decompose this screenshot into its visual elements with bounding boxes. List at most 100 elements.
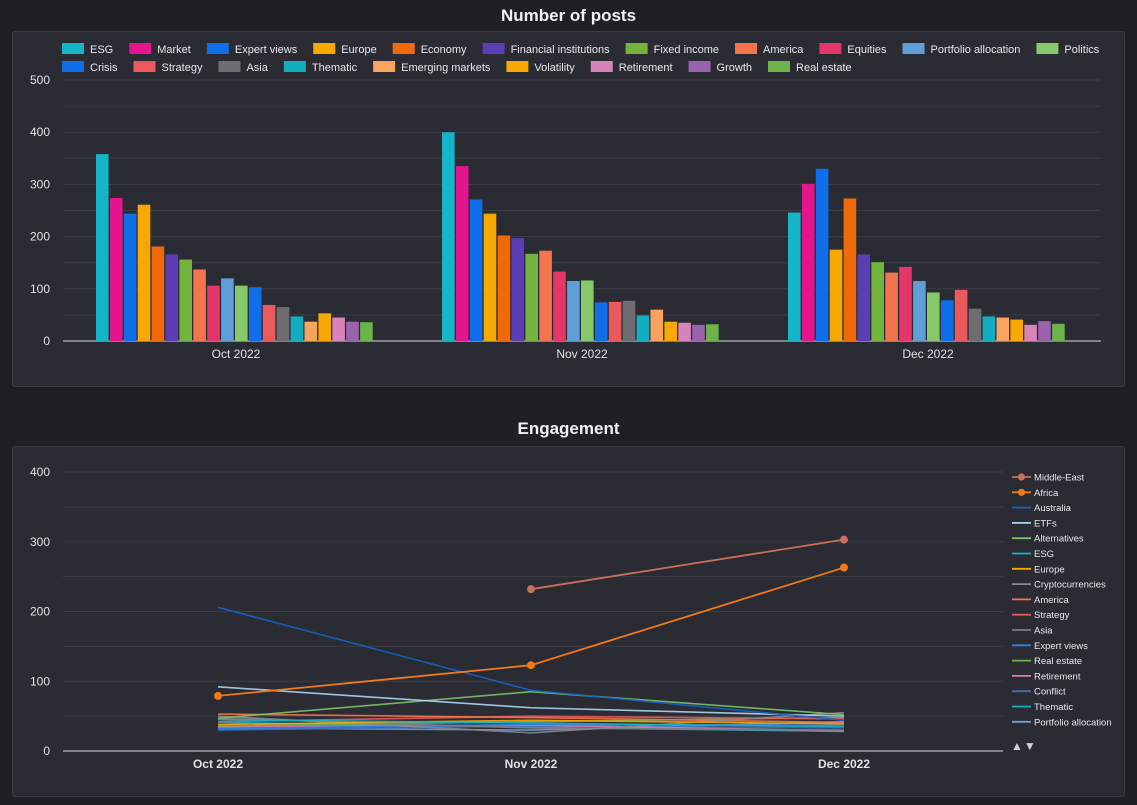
x-tick-label: Nov 2022 bbox=[505, 757, 558, 771]
legend-label-economy: Economy bbox=[421, 44, 467, 56]
legend-label-fixed-income: Fixed income bbox=[654, 44, 719, 56]
legend-label-alternatives: Alternatives bbox=[1034, 534, 1084, 545]
bar-expert-views-oct-2022 bbox=[123, 213, 137, 341]
bar-crisis-nov-2022 bbox=[594, 302, 608, 341]
bar-portfolio-allocation-dec-2022 bbox=[913, 280, 926, 341]
line-alternatives bbox=[217, 690, 845, 720]
bar-europe-oct-2022 bbox=[137, 204, 151, 341]
legend-label-middle-east: Middle-East bbox=[1034, 473, 1085, 484]
line-america bbox=[217, 713, 845, 724]
bar-asia-dec-2022 bbox=[968, 308, 982, 341]
legend-swatch-esg bbox=[62, 43, 84, 54]
legend-label-america: America bbox=[1034, 595, 1070, 606]
line-australia bbox=[217, 606, 845, 722]
bar-real-estate-dec-2022 bbox=[1052, 323, 1065, 341]
legend-marker-middle-east bbox=[1017, 473, 1026, 481]
legend-label-asia: Asia bbox=[246, 62, 268, 74]
point-africa bbox=[840, 563, 848, 572]
bar-europe-nov-2022 bbox=[483, 213, 497, 341]
legend-marker-africa bbox=[1017, 488, 1026, 496]
y-tick-label: 200 bbox=[30, 605, 50, 619]
point-middle-east bbox=[840, 535, 848, 544]
bar-growth-dec-2022 bbox=[1038, 321, 1051, 341]
bar-financial-institutions-dec-2022 bbox=[857, 254, 871, 341]
point-africa bbox=[527, 661, 535, 670]
legend-swatch-europe bbox=[313, 43, 336, 54]
legend-label-esg: ESG bbox=[90, 44, 113, 56]
bar-economy-nov-2022 bbox=[497, 235, 511, 341]
legend-label-thematic: Thematic bbox=[312, 62, 358, 74]
y-tick-label: 400 bbox=[30, 465, 50, 479]
bar-portfolio-allocation-oct-2022 bbox=[221, 278, 234, 341]
point-middle-east bbox=[527, 585, 535, 594]
legend-swatch-growth bbox=[688, 61, 711, 72]
bar-thematic-nov-2022 bbox=[636, 315, 650, 341]
posts-bar-chart: 0 100 200 300 400 500 Oct 2022 Nov 2022 Dec 2022… bbox=[30, 43, 1101, 361]
bar-expert-views-dec-2022 bbox=[815, 168, 829, 341]
bar-emerging-markets-oct-2022 bbox=[304, 321, 318, 341]
bar-strategy-oct-2022 bbox=[262, 304, 276, 341]
bar-emerging-markets-nov-2022 bbox=[650, 309, 664, 341]
legend-swatch-volatility bbox=[506, 61, 529, 72]
bar-growth-oct-2022 bbox=[346, 321, 359, 341]
legend-label-volatility: Volatility bbox=[534, 62, 575, 74]
legend-scroll-down-icon[interactable]: ▼ bbox=[1023, 739, 1037, 753]
engagement-chart-title: Engagement bbox=[517, 419, 620, 438]
bar-real-estate-oct-2022 bbox=[360, 322, 373, 341]
bar-fixed-income-oct-2022 bbox=[179, 259, 192, 341]
bar-financial-institutions-nov-2022 bbox=[511, 238, 525, 341]
legend-label-conflict: Conflict bbox=[1034, 687, 1066, 698]
legend-label-strategy: Strategy bbox=[162, 62, 203, 74]
bar-america-dec-2022 bbox=[885, 272, 898, 341]
legend-scroll-up-icon[interactable]: ▲ bbox=[1011, 739, 1024, 753]
legend-label-equities: Equities bbox=[847, 44, 887, 56]
legend-swatch-real-estate bbox=[768, 61, 791, 72]
bar-market-nov-2022 bbox=[455, 166, 469, 341]
legend-label-europe: Europe bbox=[1034, 564, 1065, 575]
legend-swatch-emerging-markets bbox=[373, 61, 396, 72]
bar-america-nov-2022 bbox=[539, 250, 552, 341]
legend-swatch-economy bbox=[392, 43, 415, 54]
bar-portfolio-allocation-nov-2022 bbox=[567, 280, 580, 341]
legend-swatch-fixed-income bbox=[625, 43, 648, 54]
legend-swatch-strategy bbox=[133, 61, 156, 72]
y-tick-label: 500 bbox=[30, 73, 50, 87]
legend-label-europe: Europe bbox=[341, 44, 376, 56]
bar-esg-dec-2022 bbox=[788, 212, 801, 341]
legend-label-strategy: Strategy bbox=[1034, 610, 1070, 621]
legend-label-esg: ESG bbox=[1034, 549, 1054, 560]
x-tick-label: Dec 2022 bbox=[902, 347, 954, 361]
y-tick-label: 100 bbox=[30, 674, 50, 688]
legend-swatch-crisis bbox=[62, 61, 84, 72]
line-strategy bbox=[217, 715, 845, 723]
line-europe bbox=[217, 719, 845, 726]
bar-america-oct-2022 bbox=[193, 269, 206, 341]
y-tick-label: 0 bbox=[43, 744, 50, 758]
bar-volatility-nov-2022 bbox=[664, 321, 677, 341]
bar-volatility-dec-2022 bbox=[1010, 319, 1023, 341]
bar-expert-views-nov-2022 bbox=[469, 199, 483, 341]
bar-thematic-dec-2022 bbox=[982, 316, 996, 341]
legend-label-expert-views: Expert views bbox=[235, 44, 298, 56]
legend-label-retirement: Retirement bbox=[619, 62, 673, 74]
legend-swatch-retirement bbox=[590, 61, 613, 72]
legend-label-america: America bbox=[763, 44, 804, 56]
legend-label-real-estate: Real estate bbox=[1034, 656, 1082, 667]
line-etfs bbox=[217, 686, 845, 717]
legend-label-retirement: Retirement bbox=[1034, 671, 1081, 682]
legend-label-growth: Growth bbox=[717, 62, 752, 74]
y-tick-label: 300 bbox=[30, 177, 50, 191]
bar-asia-oct-2022 bbox=[276, 307, 290, 341]
bar-economy-dec-2022 bbox=[843, 198, 857, 341]
legend-label-emerging-markets: Emerging markets bbox=[401, 62, 491, 74]
bar-economy-oct-2022 bbox=[151, 246, 165, 341]
legend-swatch-politics bbox=[1036, 43, 1059, 54]
legend-label-politics: Politics bbox=[1064, 44, 1099, 56]
bar-europe-dec-2022 bbox=[829, 249, 843, 341]
bar-strategy-nov-2022 bbox=[608, 301, 622, 341]
bar-equities-oct-2022 bbox=[207, 285, 220, 341]
bar-politics-oct-2022 bbox=[235, 285, 248, 341]
engagement-chart-panel: 0 100 200 300 400 Oct 2022 Nov 2022 Dec 2022 Mid… bbox=[12, 446, 1125, 797]
legend-scroll-arrows[interactable]: ▲▼ bbox=[1011, 739, 1037, 753]
legend-label-asia: Asia bbox=[1034, 626, 1053, 637]
